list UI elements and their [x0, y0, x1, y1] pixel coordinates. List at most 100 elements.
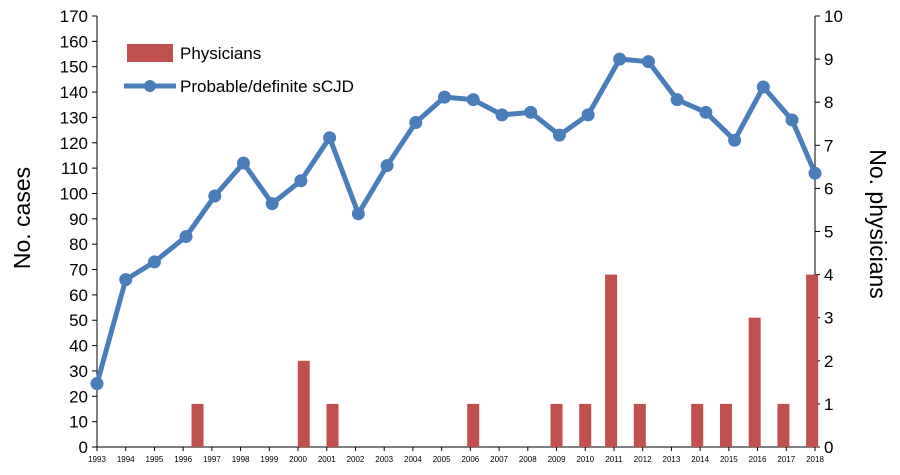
- x-tick-label: 2018: [806, 455, 824, 464]
- legend-label-physicians: Physicians: [180, 44, 261, 63]
- x-tick-label: 2010: [576, 455, 594, 464]
- physicians-bar: [605, 274, 618, 447]
- x-tick-label: 2009: [548, 455, 566, 464]
- y-tick-label: 160: [60, 32, 88, 51]
- legend-label-scjd: Probable/definite sCJD: [180, 77, 354, 96]
- scjd-point: [90, 377, 104, 391]
- x-tick-label: 2017: [777, 455, 795, 464]
- physicians-bar: [326, 403, 339, 447]
- y2-tick-label: 10: [824, 7, 843, 26]
- y-tick-label: 140: [60, 83, 88, 102]
- x-tick-label: 2006: [461, 455, 479, 464]
- y2-tick-label: 4: [824, 266, 833, 285]
- physicians-bar: [806, 274, 819, 447]
- y-tick-label: 70: [69, 261, 88, 280]
- scjd-point: [119, 273, 133, 287]
- scjd-point: [699, 105, 713, 119]
- x-tick-label: 1998: [232, 455, 250, 464]
- scjd-point: [641, 55, 655, 69]
- physicians-bar: [777, 403, 790, 447]
- legend-swatch-physicians: [127, 44, 173, 62]
- scjd-point: [323, 131, 337, 145]
- scjd-point: [208, 189, 222, 203]
- legend: Physicians Probable/definite sCJD: [124, 44, 354, 96]
- scjd-point: [380, 159, 394, 173]
- scjd-point: [265, 197, 279, 211]
- y-tick-label: 40: [69, 337, 88, 356]
- x-tick-label: 1995: [146, 455, 164, 464]
- scjd-point: [613, 52, 627, 66]
- x-tick-label: 2001: [318, 455, 336, 464]
- physicians-bar: [691, 403, 704, 447]
- physicians-bar: [467, 403, 480, 447]
- physicians-bar: [191, 403, 204, 447]
- y-tick-label: 110: [61, 159, 88, 178]
- y-tick-label: 170: [60, 7, 88, 26]
- x-tick-label: 2000: [289, 455, 307, 464]
- x-tick-label: 2016: [749, 455, 767, 464]
- x-tick-label: 1999: [260, 455, 278, 464]
- y-tick-label: 80: [69, 235, 88, 254]
- y-tick-label: 50: [69, 311, 88, 330]
- y2-tick-label: 1: [824, 395, 833, 414]
- y2-tick-label: 7: [824, 136, 833, 155]
- y-tick-label: 30: [69, 362, 88, 381]
- y-tick-label: 10: [69, 413, 88, 432]
- scjd-point: [785, 113, 799, 127]
- y2-tick-label: 0: [824, 438, 833, 457]
- x-tick-label: 2015: [720, 455, 738, 464]
- y-tick-label: 150: [60, 58, 88, 77]
- legend-marker-scjd: [144, 80, 156, 92]
- y-tick-label: 100: [60, 184, 88, 203]
- scjd-point: [581, 108, 595, 122]
- line-series-layer: [90, 52, 822, 391]
- bar-series-layer: [191, 274, 819, 447]
- scjd-point: [147, 255, 161, 269]
- x-tick-label: 1996: [174, 455, 192, 464]
- y2-tick-label: 8: [824, 93, 833, 112]
- y-tick-label: 130: [60, 108, 88, 127]
- x-tick-label: 2007: [490, 455, 508, 464]
- y-tick-label: 20: [69, 387, 88, 406]
- physicians-bar: [633, 403, 646, 447]
- physicians-bar: [297, 360, 310, 447]
- physicians-bar: [748, 317, 761, 447]
- y-tick-label: 60: [69, 286, 88, 305]
- y-tick-label: 90: [69, 210, 88, 229]
- scjd-point: [294, 174, 308, 188]
- x-tick-label: 1997: [203, 455, 221, 464]
- x-tick-label: 2002: [347, 455, 365, 464]
- y2-tick-label: 6: [824, 179, 833, 198]
- scjd-point: [179, 230, 193, 244]
- scjd-point: [351, 207, 365, 221]
- y2-tick-label: 2: [824, 352, 833, 371]
- y2-tick-label: 9: [824, 50, 833, 69]
- x-tick-label: 2003: [375, 455, 393, 464]
- x-tick-label: 1993: [88, 455, 106, 464]
- scjd-point: [524, 105, 538, 119]
- scjd-point: [756, 80, 770, 94]
- y-tick-label: 120: [60, 134, 88, 153]
- physicians-bar: [550, 403, 563, 447]
- x-tick-label: 2013: [663, 455, 681, 464]
- x-tick-label: 2005: [433, 455, 451, 464]
- physicians-bar: [719, 403, 732, 447]
- x-tick-label: 2008: [519, 455, 537, 464]
- scjd-point: [409, 115, 423, 129]
- scjd-point: [466, 93, 480, 107]
- x-tick-label: 2012: [634, 455, 652, 464]
- scjd-point: [236, 156, 250, 170]
- scjd-point: [808, 166, 822, 180]
- tick-label-layer: 0102030405060708090100110120130140150160…: [60, 7, 843, 464]
- y2-tick-label: 3: [824, 309, 833, 328]
- scjd-point: [552, 128, 566, 142]
- y-axis-title: No. cases: [9, 167, 35, 269]
- y-tick-label: 0: [79, 438, 88, 457]
- physicians-bar: [579, 403, 592, 447]
- y2-tick-label: 5: [824, 223, 833, 242]
- scjd-point: [438, 90, 452, 104]
- scjd-point: [670, 93, 684, 107]
- scjd-point: [728, 133, 742, 147]
- x-tick-label: 2004: [404, 455, 422, 464]
